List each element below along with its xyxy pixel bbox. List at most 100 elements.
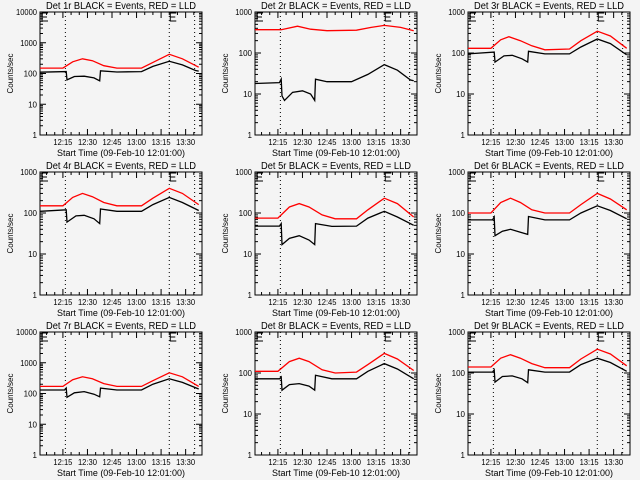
interval-bracket-icon [169,332,177,342]
interval-bracket-icon [597,12,605,22]
interval-bracket-icon [256,332,263,342]
x-tick-label: 13:30 [391,298,411,307]
x-tick-label: 12:15 [53,138,73,147]
y-axis-label: Counts/sec [434,53,443,93]
series-line-events [467,38,628,64]
x-tick-label: 12:15 [268,298,288,307]
interval-bracket-icon [597,172,605,182]
x-axis-label: Start Time (09-Feb-10 12:01:00) [485,148,613,158]
series-line-events [255,210,414,246]
y-tick-label: 10 [28,250,37,259]
x-tick-label: 13:30 [391,138,411,147]
y-tick-label: 1 [33,451,38,460]
y-axis-label: Counts/sec [221,53,230,93]
panel-title: Det 8r BLACK = Events, RED = LLD [261,321,411,332]
series-line-lld [40,372,200,388]
y-axis-label: Counts/sec [6,213,15,253]
y-tick-label: 1000 [448,328,465,337]
y-tick-label: 10 [28,100,37,109]
y-tick-label: 1 [461,131,466,140]
x-tick-label: 12:45 [318,138,338,147]
x-tick-label: 12:15 [481,298,501,307]
x-tick-label: 13:15 [367,138,387,147]
plot-frame [467,331,631,456]
y-tick-label: 1000 [448,8,465,17]
y-tick-label: 10 [456,90,465,99]
x-tick-label: 12:15 [481,138,501,147]
y-tick-label: 1000 [20,168,37,177]
plot-frame [254,11,418,136]
panel-title: Det 2r BLACK = Events, RED = LLD [261,1,411,12]
x-tick-label: 12:45 [531,458,551,467]
y-tick-label: 10 [456,250,465,259]
x-tick-label: 12:15 [53,458,73,467]
y-tick-label: 100 [239,369,253,378]
x-tick-label: 12:45 [318,298,338,307]
x-tick-label: 12:30 [78,298,98,307]
y-tick-label: 100 [239,49,253,58]
y-tick-label: 10000 [16,8,38,17]
series-line-events [254,63,414,103]
x-tick-label: 12:15 [268,138,288,147]
panel-det-7: Det 7r BLACK = Events, RED = LLD 1 10 100 10… [6,321,203,478]
interval-bracket-icon [384,12,392,22]
series-line-events [468,205,627,237]
x-tick-label: 13:30 [604,458,624,467]
y-axis-label: Counts/sec [434,213,443,253]
panel-det-4: Det 4r BLACK = Events, RED = LLD 1 10 100 10… [6,161,203,318]
y-axis-label: Counts/sec [434,373,443,413]
interval-bracket-icon [41,332,48,342]
series-line-lld [40,53,199,69]
y-tick-label: 1 [461,291,466,300]
x-tick-label: 13:15 [367,298,387,307]
y-axis-label: Counts/sec [221,373,230,413]
panel-title: Det 5r BLACK = Events, RED = LLD [261,161,411,172]
plot-frame [39,11,203,136]
interval-bracket-icon [41,12,48,22]
x-tick-label: 13:00 [555,138,575,147]
y-tick-label: 1 [461,451,466,460]
series-line-lld [468,192,628,214]
panel-title: Det 9r BLACK = Events, RED = LLD [474,321,624,332]
y-tick-label: 1 [248,451,253,460]
x-tick-label: 13:15 [152,458,172,467]
y-tick-label: 1000 [448,168,465,177]
y-tick-label: 1000 [235,328,252,337]
y-tick-label: 1000 [20,39,37,48]
interval-bracket-icon [384,172,392,182]
x-tick-label: 13:30 [391,458,411,467]
x-tick-label: 13:00 [555,298,575,307]
panel-title: Det 4r BLACK = Events, RED = LLD [46,161,196,172]
x-tick-label: 13:30 [176,298,196,307]
series-line-events [255,362,415,392]
x-tick-label: 13:00 [127,138,147,147]
series-line-lld [255,24,414,32]
x-tick-label: 13:00 [127,458,147,467]
x-tick-label: 13:30 [176,458,196,467]
plot-frame [467,11,631,136]
series-line-events [39,196,199,225]
x-tick-label: 13:00 [342,138,362,147]
x-axis-label: Start Time (09-Feb-10 12:01:00) [272,308,400,318]
y-tick-label: 1000 [235,8,252,17]
y-tick-label: 100 [239,209,253,218]
panel-det-2: Det 2r BLACK = Events, RED = LLD 1 10 100 10… [221,1,418,158]
x-axis-label: Start Time (09-Feb-10 12:01:00) [272,148,400,158]
series-line-lld [255,352,415,374]
x-tick-label: 12:45 [531,298,551,307]
y-tick-label: 1 [33,131,38,140]
plot-frame [39,331,203,456]
panel-title: Det 3r BLACK = Events, RED = LLD [474,1,624,12]
interval-bracket-icon [169,12,177,22]
x-tick-label: 12:30 [293,298,313,307]
y-tick-label: 1 [248,291,253,300]
panel-title: Det 7r BLACK = Events, RED = LLD [46,321,196,332]
panel-det-3: Det 3r BLACK = Events, RED = LLD 1 10 100 10… [434,1,631,158]
x-tick-label: 13:15 [152,138,172,147]
plot-frame [254,331,418,456]
x-tick-label: 13:00 [342,298,362,307]
x-tick-label: 12:30 [78,138,98,147]
x-tick-label: 13:15 [580,138,600,147]
